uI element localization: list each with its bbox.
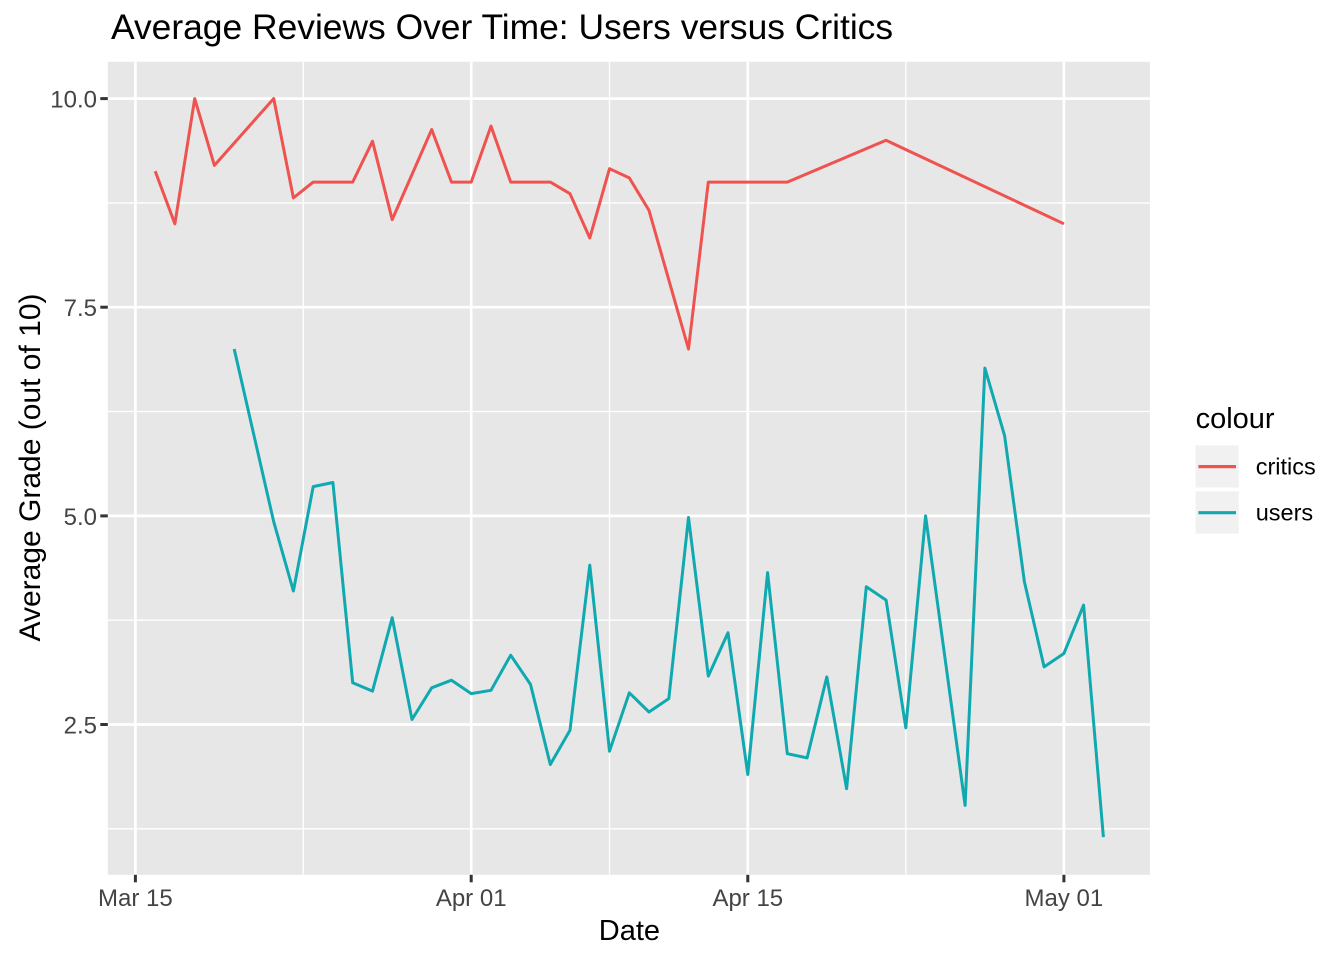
svg-text:May 01: May 01 bbox=[1025, 885, 1104, 912]
svg-text:2.5: 2.5 bbox=[64, 713, 97, 740]
svg-text:Average Reviews Over Time: Use: Average Reviews Over Time: Users versus … bbox=[111, 7, 893, 47]
svg-text:colour: colour bbox=[1196, 403, 1275, 435]
svg-text:Average Grade (out of 10): Average Grade (out of 10) bbox=[14, 294, 47, 642]
svg-text:Apr 15: Apr 15 bbox=[712, 885, 783, 912]
svg-text:5.0: 5.0 bbox=[64, 504, 97, 531]
svg-text:Mar 15: Mar 15 bbox=[98, 885, 173, 912]
svg-text:Apr 01: Apr 01 bbox=[436, 885, 507, 912]
svg-text:Date: Date bbox=[599, 915, 660, 947]
svg-text:10.0: 10.0 bbox=[50, 87, 97, 114]
svg-text:7.5: 7.5 bbox=[64, 295, 97, 322]
svg-text:users: users bbox=[1256, 500, 1313, 526]
svg-text:critics: critics bbox=[1256, 454, 1316, 480]
